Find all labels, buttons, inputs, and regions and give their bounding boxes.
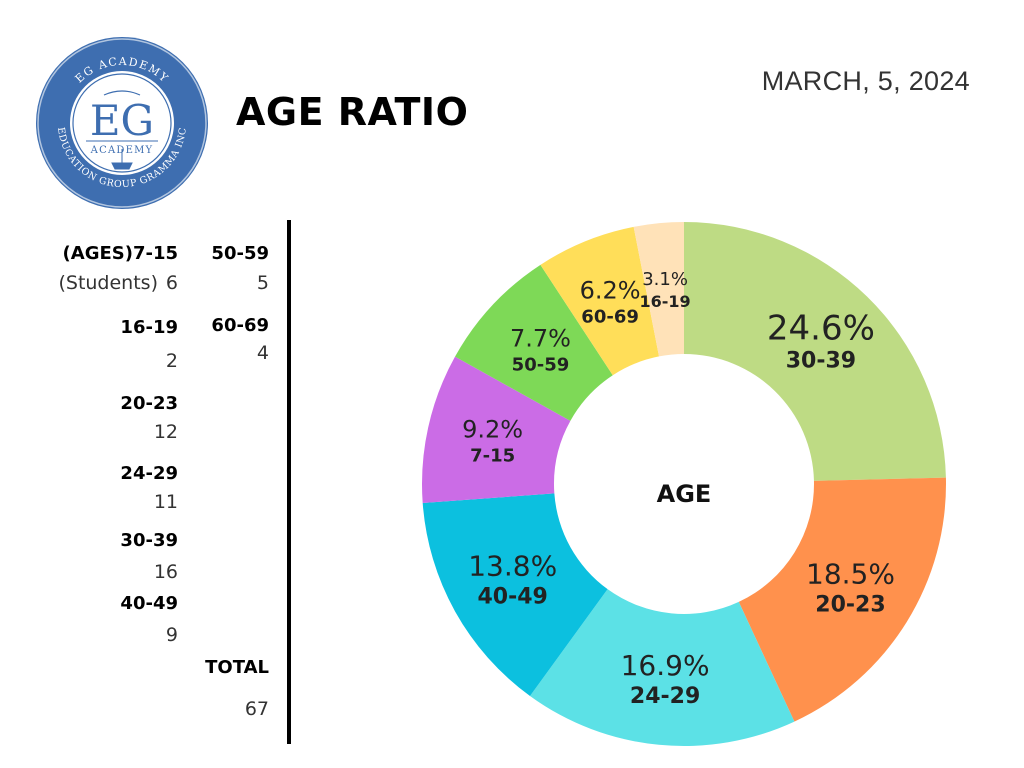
group-label-20-23: 20-23: [120, 393, 178, 414]
total-value: 67: [244, 698, 269, 720]
group-label-30-39: 30-39: [120, 530, 178, 551]
donut-percent-label: 24.6%: [767, 309, 875, 349]
logo-seal: EG ACADEMY EDUCATION GROUP GRAMMA INC EG…: [36, 37, 208, 209]
group-label-24-29: 24-29: [120, 463, 178, 484]
group-value-7-15: 6: [165, 272, 178, 294]
donut-slices: [422, 222, 946, 746]
donut-percent-label: 6.2%: [580, 276, 641, 304]
donut-slice-60-69: [540, 226, 660, 376]
age-donut-chart: 24.6%30-39 18.5%20-23 16.9%24-29 13.8%40-49…: [422, 222, 946, 746]
page-title: AGE RATIO: [236, 90, 469, 134]
total-label: TOTAL: [205, 657, 269, 678]
donut-category-label: 7-15: [470, 446, 515, 467]
group-label-50-59: 50-59: [211, 243, 269, 264]
donut-slice-40-49: [422, 493, 608, 696]
donut-slice-20-23: [738, 477, 946, 722]
group-value-50-59: 5: [256, 272, 269, 294]
donut-slice-7-15: [422, 356, 571, 503]
donut-labels: 24.6%30-39 18.5%20-23 16.9%24-29 13.8%40-49…: [462, 269, 895, 709]
donut-percent-label: 7.7%: [510, 325, 571, 353]
donut-slice-24-29: [530, 589, 795, 746]
report-date: MARCH, 5, 2024: [761, 66, 970, 96]
group-label-7-15: (AGES)7-15: [62, 243, 178, 264]
donut-slice-50-59: [455, 264, 613, 421]
donut-slice-30-39: [684, 222, 946, 481]
donut-percent-label: 3.1%: [642, 269, 688, 290]
donut-category-label: 40-49: [478, 584, 548, 609]
logo-subtitle: ACADEMY: [90, 145, 154, 156]
donut-category-label: 60-69: [581, 306, 639, 327]
donut-category-label: 50-59: [512, 355, 570, 376]
group-value-30-39: 16: [153, 561, 178, 583]
group-value-60-69: 4: [256, 342, 269, 364]
donut-slice-16-19: [633, 222, 684, 357]
vertical-divider: [287, 220, 291, 744]
donut-category-label: 16-19: [639, 292, 690, 311]
group-value-16-19: 2: [165, 350, 178, 372]
group-value-24-29: 11: [153, 491, 178, 513]
group-sublabel-7-15: (Students): [58, 272, 158, 294]
donut-percent-label: 13.8%: [468, 549, 557, 582]
group-label-60-69: 60-69: [211, 315, 269, 336]
logo-monogram: EG: [90, 96, 154, 145]
eg-academy-logo: EG ACADEMY EDUCATION GROUP GRAMMA INC EG…: [34, 35, 210, 211]
donut-category-label: 24-29: [630, 684, 700, 709]
group-label-16-19: 16-19: [120, 317, 178, 338]
group-label-40-49: 40-49: [120, 593, 178, 614]
donut-percent-label: 18.5%: [806, 557, 895, 590]
donut-category-label: 20-23: [815, 592, 885, 617]
group-value-20-23: 12: [153, 421, 178, 443]
group-value-40-49: 9: [165, 624, 178, 646]
donut-center-label: AGE: [657, 480, 712, 508]
donut-category-label: 30-39: [786, 349, 856, 374]
donut-percent-label: 9.2%: [462, 416, 523, 444]
donut-percent-label: 16.9%: [621, 649, 710, 682]
